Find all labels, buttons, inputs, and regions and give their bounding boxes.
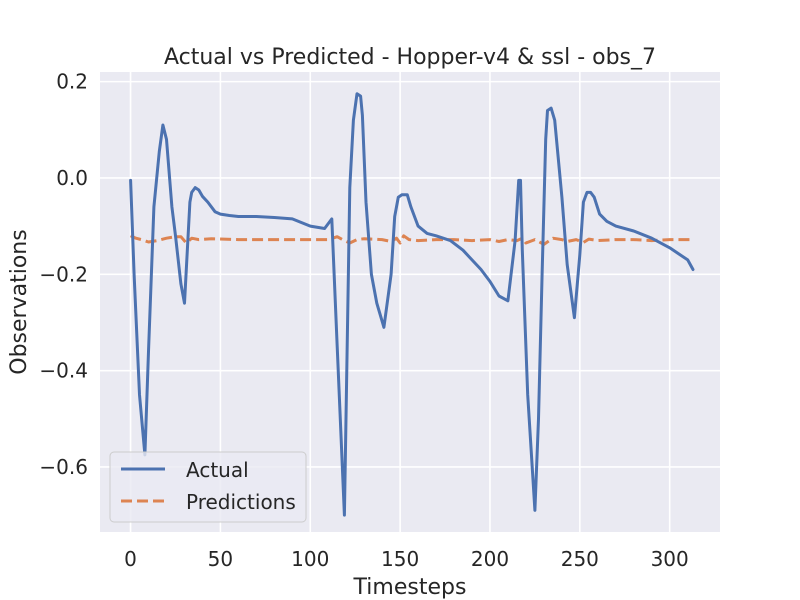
legend: Actual Predictions bbox=[109, 451, 307, 523]
x-tick-label: 200 bbox=[471, 547, 509, 571]
y-tick-label: −0.6 bbox=[39, 455, 88, 479]
x-axis-label: Timesteps bbox=[353, 575, 467, 600]
y-axis-ticks: 0.2 0.0 −0.2 −0.4 −0.6 bbox=[39, 70, 88, 479]
y-tick-label: −0.2 bbox=[39, 262, 88, 286]
legend-label-predictions: Predictions bbox=[186, 490, 296, 514]
y-tick-label: −0.4 bbox=[39, 359, 88, 383]
chart-title: Actual vs Predicted - Hopper-v4 & ssl - … bbox=[164, 45, 656, 70]
x-tick-label: 100 bbox=[291, 547, 329, 571]
legend-label-actual: Actual bbox=[186, 458, 249, 482]
grid-lines bbox=[100, 72, 720, 532]
x-tick-label: 150 bbox=[381, 547, 419, 571]
x-tick-label: 50 bbox=[208, 547, 233, 571]
series-layer bbox=[129, 92, 695, 517]
x-tick-label: 300 bbox=[651, 547, 689, 571]
series-line-actual bbox=[129, 92, 695, 517]
x-tick-label: 250 bbox=[561, 547, 599, 571]
y-tick-label: 0.2 bbox=[56, 70, 88, 94]
x-axis-ticks: 0 50 100 150 200 250 300 bbox=[124, 547, 689, 571]
series-line-predictions bbox=[129, 234, 693, 246]
x-tick-label: 0 bbox=[124, 547, 137, 571]
y-axis-label: Observations bbox=[7, 229, 32, 374]
y-tick-label: 0.0 bbox=[56, 166, 88, 190]
